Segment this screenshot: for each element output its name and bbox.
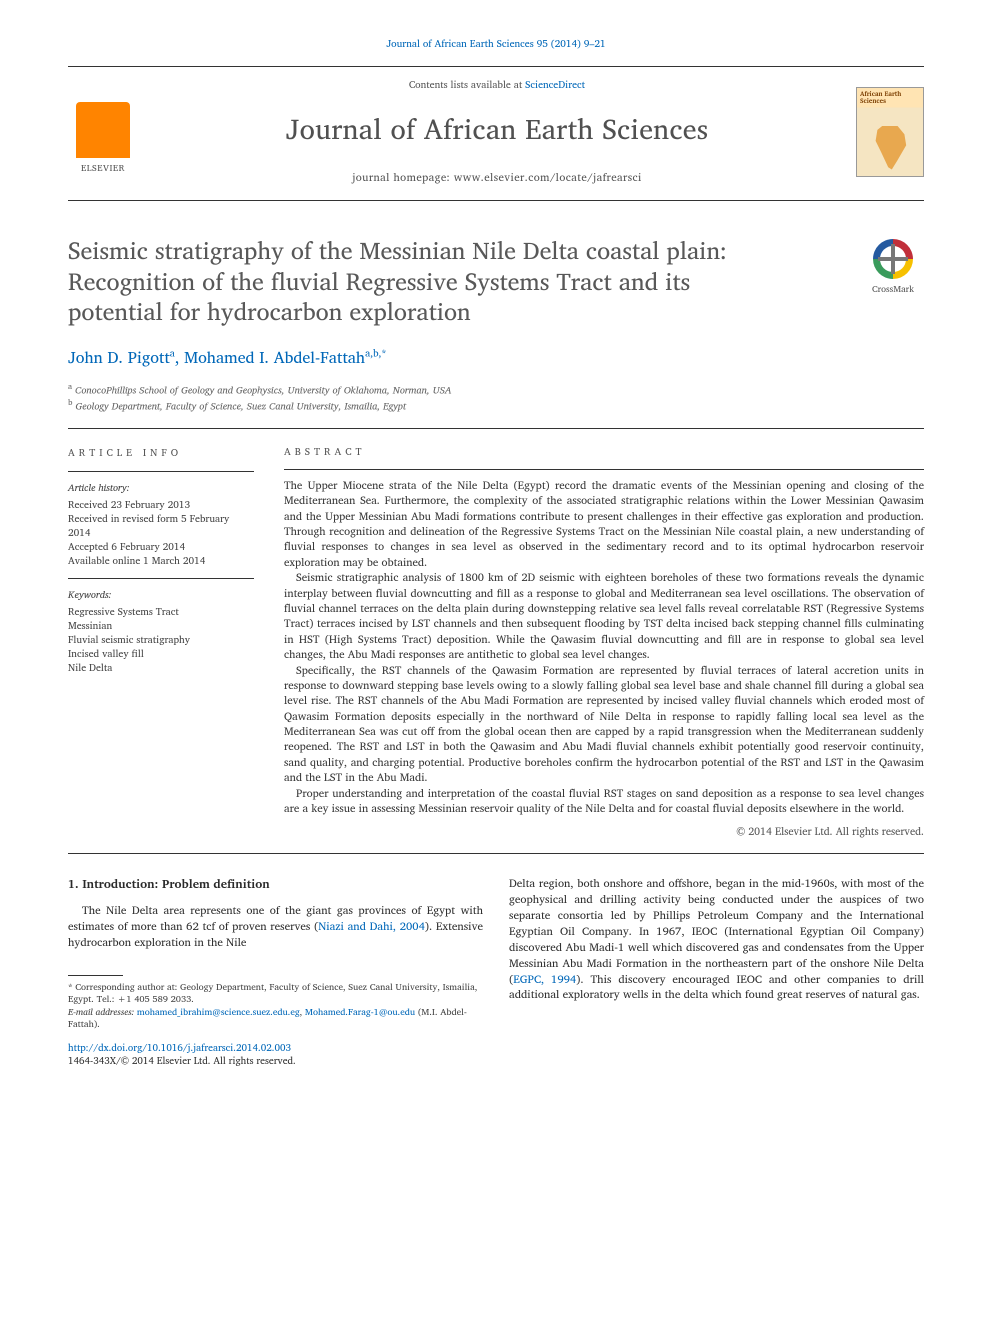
doi-block: http://dx.doi.org/10.1016/j.jafrearsci.2… — [68, 1042, 483, 1068]
body-col2-p1: Delta region, both onshore and offshore,… — [509, 876, 924, 1003]
crossmark-label: CrossMark — [862, 281, 924, 296]
journal-header: ELSEVIER Contents lists available at Sci… — [68, 66, 924, 201]
author-1[interactable]: John D. Pigott — [68, 345, 170, 371]
issn-line: 1464-343X/© 2014 Elsevier Ltd. All right… — [68, 1053, 296, 1069]
footnote-rule — [68, 975, 123, 976]
abstract-p1: The Upper Miocene strata of the Nile Del… — [284, 478, 924, 570]
history-accepted: Accepted 6 February 2014 — [68, 540, 254, 554]
abstract-column: ABSTRACT The Upper Miocene strata of the… — [284, 445, 924, 839]
corresponding-star-icon: * — [381, 346, 386, 362]
abstract-p3: Specifically, the RST channels of the Qa… — [284, 663, 924, 786]
affiliations: a ConocoPhillips School of Geology and G… — [68, 381, 924, 414]
corresponding-footnote: * Corresponding author at: Geology Depar… — [68, 982, 483, 1007]
affiliation-b: b Geology Department, Faculty of Science… — [68, 397, 924, 413]
publisher-label: ELSEVIER — [81, 160, 125, 175]
journal-name: Journal of African Earth Sciences — [148, 107, 846, 152]
abstract-copyright: © 2014 Elsevier Ltd. All rights reserved… — [284, 824, 924, 839]
abstract-p4: Proper understanding and interpretation … — [284, 786, 924, 817]
article-info-heading: ARTICLE INFO — [68, 445, 254, 461]
footnotes: * Corresponding author at: Geology Depar… — [68, 982, 483, 1032]
keywords-label: Keywords: — [68, 587, 254, 603]
keyword-1: Regressive Systems Tract — [68, 605, 254, 619]
keyword-5: Nile Delta — [68, 661, 254, 675]
author-2-aff: a,b, — [365, 346, 381, 362]
cover-title: African Earth Sciences — [860, 90, 920, 104]
info-abstract-row: ARTICLE INFO Article history: Received 2… — [68, 445, 924, 839]
article-title: Seismic stratigraphy of the Messinian Ni… — [68, 235, 788, 327]
history-online: Available online 1 March 2014 — [68, 554, 254, 568]
affiliation-a-text: ConocoPhillips School of Geology and Geo… — [75, 382, 452, 398]
ref-niazi-dahi-2004[interactable]: Niazi and Dahi, 2004 — [318, 917, 425, 935]
body-columns: 1. Introduction: Problem definition The … — [68, 876, 924, 1068]
title-block: Seismic stratigraphy of the Messinian Ni… — [68, 235, 924, 327]
affiliation-b-text: Geology Department, Faculty of Science, … — [75, 399, 406, 415]
email-1[interactable]: mohamed_ibrahim@science.suez.edu.eg — [137, 1005, 300, 1020]
homepage-url[interactable]: www.elsevier.com/locate/jafrearsci — [454, 168, 642, 186]
email-2[interactable]: Mohamed.Farag-1@ou.edu — [305, 1005, 415, 1020]
africa-shape-icon — [872, 126, 908, 170]
divider-bottom — [68, 853, 924, 854]
affiliation-a: a ConocoPhillips School of Geology and G… — [68, 381, 924, 397]
journal-cover-thumb: African Earth Sciences — [856, 87, 924, 177]
crossmark-badge[interactable]: CrossMark — [862, 239, 924, 296]
homepage-line: journal homepage: www.elsevier.com/locat… — [148, 168, 846, 186]
body-col-right: Delta region, both onshore and offshore,… — [509, 876, 924, 1068]
abstract-heading: ABSTRACT — [284, 445, 924, 459]
article-info-column: ARTICLE INFO Article history: Received 2… — [68, 445, 254, 839]
section-1-heading: 1. Introduction: Problem definition — [68, 876, 483, 893]
history-received: Received 23 February 2013 — [68, 498, 254, 512]
history-label: Article history: — [68, 480, 254, 496]
body-col1-p1: The Nile Delta area represents one of th… — [68, 903, 483, 951]
history-revised: Received in revised form 5 February 2014 — [68, 512, 254, 540]
sciencedirect-link[interactable]: ScienceDirect — [525, 77, 585, 93]
keyword-3: Fluvial seismic stratigraphy — [68, 633, 254, 647]
header-center: Contents lists available at ScienceDirec… — [138, 77, 856, 186]
email-footnote: E-mail addresses: mohamed_ibrahim@scienc… — [68, 1007, 483, 1032]
authors-line: John D. Pigotta, Mohamed I. Abdel-Fattah… — [68, 345, 924, 371]
body-col-left: 1. Introduction: Problem definition The … — [68, 876, 483, 1068]
contents-prefix: Contents lists available at — [409, 77, 525, 93]
elsevier-tree-icon — [76, 102, 130, 158]
author-1-aff: a — [170, 346, 175, 362]
author-2[interactable]: Mohamed I. Abdel-Fattah — [184, 345, 365, 371]
abstract-p2: Seismic stratigraphic analysis of 1800 k… — [284, 570, 924, 662]
contents-line: Contents lists available at ScienceDirec… — [148, 77, 846, 93]
homepage-label: journal homepage: — [352, 168, 454, 186]
publisher-logo: ELSEVIER — [68, 89, 138, 175]
keyword-2: Messinian — [68, 619, 254, 633]
citation-line: Journal of African Earth Sciences 95 (20… — [68, 36, 924, 52]
divider-top — [68, 428, 924, 429]
keyword-4: Incised valley fill — [68, 647, 254, 661]
crossmark-icon — [873, 239, 913, 279]
